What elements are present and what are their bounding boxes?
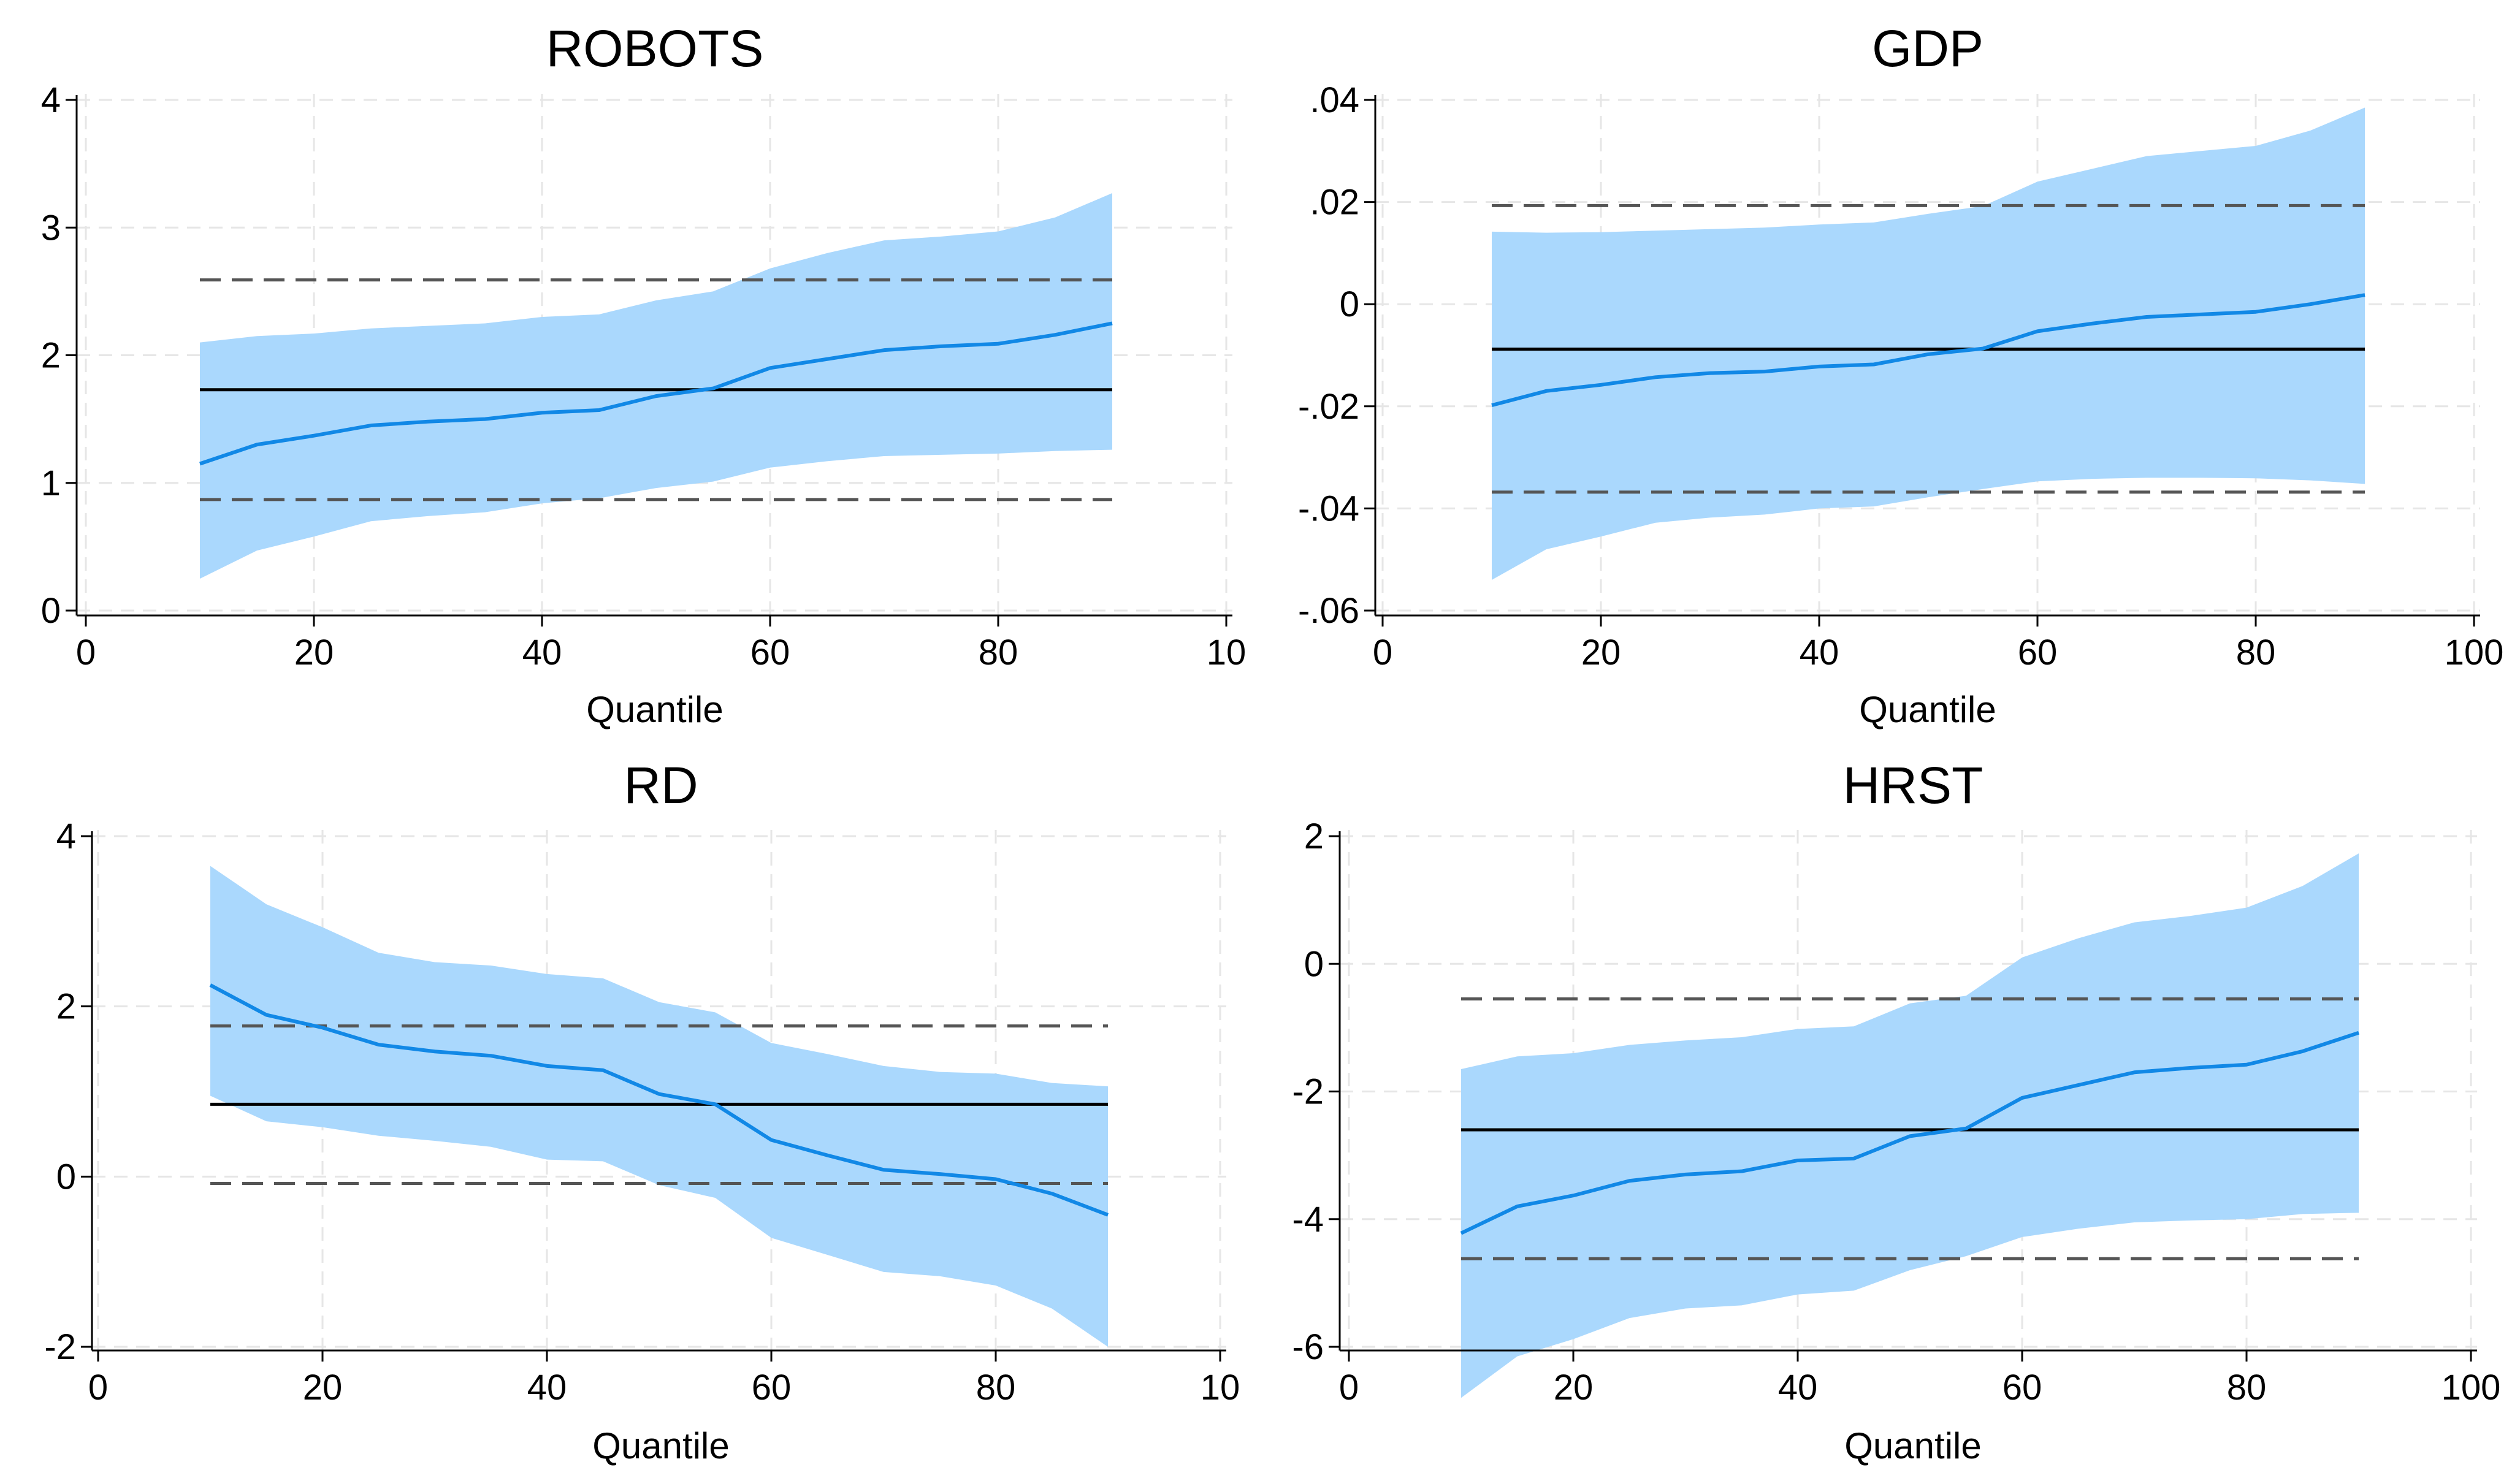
plot-area: 0 20 40 60 80 100 -6 -4 -2 0 2 <box>1292 817 2500 1408</box>
y-tick-label: -4 <box>1292 1200 1324 1240</box>
x-axis-label: Quantile <box>586 689 723 730</box>
plot-area: 0 20 40 60 80 100 -.06 -.04 -.02 0 .02 .04 <box>1298 80 2503 672</box>
y-tick-label: 2 <box>1304 817 1324 856</box>
x-tick-label: 80 <box>2227 1368 2267 1408</box>
panel-gdp: GDP 0 20 40 60 80 100 -.06 -.04 -.02 0 .02 .04 Quan… <box>1298 20 2503 730</box>
x-tick-label: 40 <box>1800 633 1839 672</box>
y-tick-label: -2 <box>44 1327 76 1367</box>
y-tick-label: -2 <box>1292 1072 1324 1112</box>
x-tick-label: 0 <box>1373 633 1392 672</box>
x-axis-label: Quantile <box>592 1425 729 1466</box>
x-tick-label: 0 <box>1339 1368 1359 1408</box>
x-tick-label: 60 <box>750 633 790 672</box>
y-tick-label: 0 <box>1340 284 1359 324</box>
x-tick-label: 20 <box>1581 633 1621 672</box>
x-tick-label: 20 <box>1554 1368 1594 1408</box>
x-tick-label: 40 <box>1778 1368 1818 1408</box>
x-tick-label: 20 <box>303 1368 343 1408</box>
x-axis-label: Quantile <box>1844 1425 1981 1466</box>
y-tick-label: .04 <box>1310 80 1359 120</box>
y-tick-label: 4 <box>41 80 61 120</box>
x-tick-label: 60 <box>752 1368 792 1408</box>
y-tick-label: -.04 <box>1298 489 1359 528</box>
y-tick-label: 0 <box>56 1157 76 1197</box>
panel-hrst: HRST 0 20 40 60 80 100 -6 -4 -2 0 2 Quantile <box>1292 756 2500 1466</box>
y-tick-label: 1 <box>41 463 61 503</box>
y-tick-label: -.02 <box>1298 387 1359 427</box>
quantile-estimate-line <box>1460 1030 2359 1235</box>
x-tick-label: 100 <box>2445 633 2504 672</box>
y-tick-label: 2 <box>56 987 76 1027</box>
x-tick-label: 80 <box>976 1368 1016 1408</box>
y-tick-label: 0 <box>1304 944 1324 984</box>
y-tick-label: .02 <box>1310 183 1359 223</box>
x-tick-label: 10 <box>1201 1368 1240 1408</box>
panel-rd: RD 0 20 40 60 80 10 -2 0 2 4 Quantile <box>44 756 1240 1466</box>
x-tick-label: 100 <box>2442 1368 2501 1408</box>
y-tick-label: 3 <box>41 208 61 248</box>
x-tick-label: 80 <box>979 633 1018 672</box>
chart-title: HRST <box>1843 756 1984 814</box>
x-tick-label: 40 <box>522 633 562 672</box>
x-axis-label: Quantile <box>1859 689 1996 730</box>
quantile-estimate-line <box>1491 293 2365 408</box>
y-tick-label: -6 <box>1292 1327 1324 1367</box>
confidence-band <box>200 193 1112 579</box>
chart-title: GDP <box>1872 20 1984 77</box>
x-tick-label: 0 <box>76 633 96 672</box>
x-tick-label: 60 <box>2018 633 2058 672</box>
chart-title: ROBOTS <box>546 20 764 77</box>
plot-area: 0 20 40 60 80 10 -2 0 2 4 <box>44 817 1240 1408</box>
x-tick-label: 40 <box>527 1368 567 1408</box>
y-tick-label: 2 <box>41 336 61 376</box>
y-tick-label: 4 <box>56 817 76 856</box>
chart-title: RD <box>624 756 698 814</box>
quantile-estimate-line <box>199 321 1113 466</box>
x-tick-label: 10 <box>1207 633 1247 672</box>
confidence-band <box>1492 107 2365 581</box>
confidence-band <box>1461 853 2359 1398</box>
x-tick-label: 60 <box>2003 1368 2042 1408</box>
y-tick-label: 0 <box>41 591 61 631</box>
x-tick-label: 0 <box>88 1368 108 1408</box>
y-tick-label: -.06 <box>1298 591 1359 631</box>
x-tick-label: 20 <box>294 633 334 672</box>
x-tick-label: 80 <box>2236 633 2276 672</box>
quantile-estimate-line <box>209 983 1109 1217</box>
confidence-band <box>210 866 1108 1347</box>
